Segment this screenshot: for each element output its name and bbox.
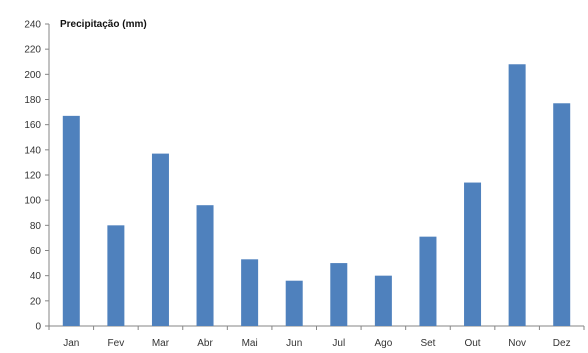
x-tick-label: Nov [508, 338, 526, 349]
y-tick-label: 40 [30, 271, 42, 282]
y-tick-label: 60 [30, 246, 42, 257]
y-tick-label: 140 [24, 145, 41, 156]
x-tick-label: Dez [553, 338, 571, 349]
bar-out [464, 182, 482, 326]
x-tick-label: Out [464, 338, 480, 349]
y-tick-label: 120 [24, 171, 41, 182]
x-tick-label: Mai [242, 338, 258, 349]
y-tick-label: 180 [24, 95, 41, 106]
y-tick-label: 80 [30, 221, 42, 232]
x-tick-label: Jun [286, 338, 302, 349]
y-tick-label: 220 [24, 45, 41, 56]
y-tick-label: 240 [24, 20, 41, 31]
x-axis: Jan Fev Mar Abr Mai Jun Jul Ago Set Out Nov Dez [48, 325, 585, 349]
x-tick-label: Fev [108, 338, 125, 349]
bar-set [419, 236, 437, 326]
x-tick-label: Jul [332, 338, 345, 349]
bar-nov [508, 64, 526, 327]
bars [62, 64, 571, 327]
y-tick-label: 20 [30, 296, 42, 307]
y-axis: 0 20 40 60 80 100 120 140 160 180 200 220 240 [24, 20, 50, 333]
x-tick-label: Jan [63, 338, 79, 349]
x-tick-label: Mar [152, 338, 170, 349]
y-tick-label: 160 [24, 120, 41, 131]
y-tick-label: 200 [24, 70, 41, 81]
bar-abr [196, 205, 214, 326]
y-tick-label: 0 [35, 322, 41, 333]
bar-mar [151, 153, 169, 326]
bar-ago [374, 275, 392, 326]
bar-jan [62, 115, 80, 326]
bar-mai [241, 259, 259, 326]
x-tick-label: Ago [374, 338, 392, 349]
bar-dez [553, 103, 571, 327]
chart-title: Precipitação (mm) [60, 19, 147, 30]
x-tick-label: Set [420, 338, 435, 349]
bar-fev [107, 225, 125, 326]
bar-jun [285, 280, 303, 326]
x-tick-label: Abr [197, 338, 213, 349]
y-tick-label: 100 [24, 196, 41, 207]
bar-jul [330, 263, 348, 326]
